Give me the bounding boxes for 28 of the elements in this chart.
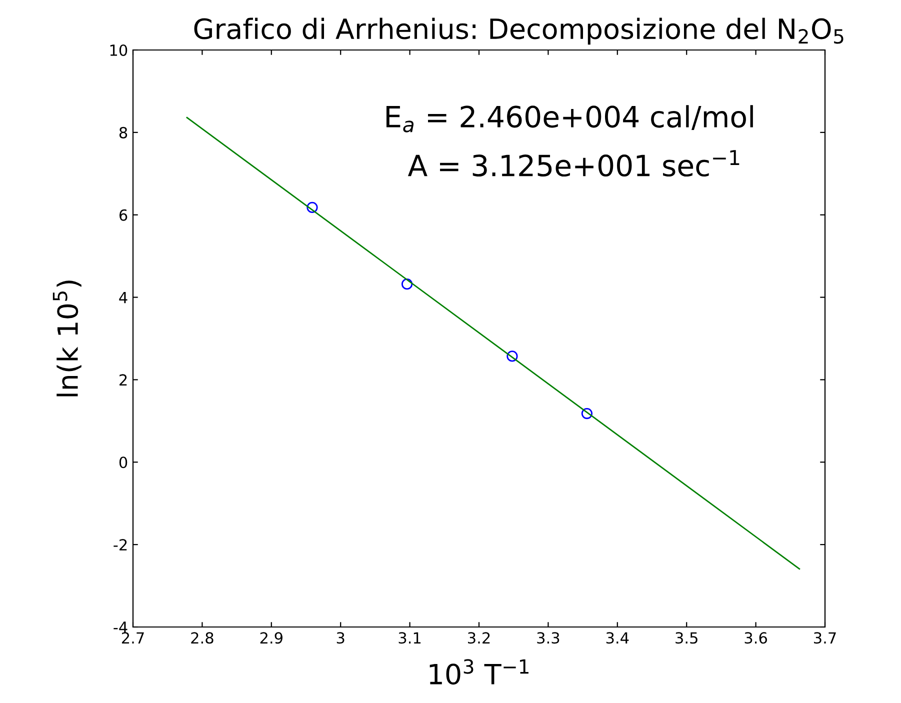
x-tick-label: 3.1 xyxy=(398,632,421,644)
x-tick-label: 2.7 xyxy=(122,632,144,644)
y-tick-label: 2 xyxy=(120,374,127,386)
y-tick-label: 0 xyxy=(119,456,128,468)
y-axis-title: ln(k 10$^{5}$) xyxy=(52,280,82,396)
annotation: E$_{a}$ = 2.460e+004 cal/mol xyxy=(386,105,753,132)
annotation: A = 3.125e+001 sec$^{−1}$ xyxy=(408,150,740,177)
x-tick-label: 3.7 xyxy=(814,632,836,644)
y-tick-label: -2 xyxy=(114,539,127,550)
x-tick-label: 3.3 xyxy=(537,632,560,644)
point xyxy=(401,278,413,290)
x-tick-label: 3.2 xyxy=(468,632,490,644)
x-tick-label: 3.6 xyxy=(744,632,767,644)
point xyxy=(506,350,518,362)
x-tick-label: 3.5 xyxy=(676,632,698,644)
y-tick-label: 8 xyxy=(119,126,128,138)
y-tick-label: 6 xyxy=(119,209,128,221)
chart-title: Grafico di Arrhenius: Decomposizione del N$_{2}$O$_{5}$ xyxy=(194,18,844,45)
y-tick-label: 4 xyxy=(119,292,128,304)
point xyxy=(306,202,318,213)
y-tick-label: 10 xyxy=(110,44,128,56)
x-axis-title: 10$^{3}$ T$^{−1}$ xyxy=(430,659,528,685)
x-tick-label: 3.4 xyxy=(606,632,629,644)
y-tick-label: -4 xyxy=(114,622,128,633)
x-tick-label: 2.8 xyxy=(191,632,214,644)
x-tick-label: 2.9 xyxy=(260,632,282,644)
x-tick-label: 3 xyxy=(336,632,344,644)
point xyxy=(581,408,593,420)
